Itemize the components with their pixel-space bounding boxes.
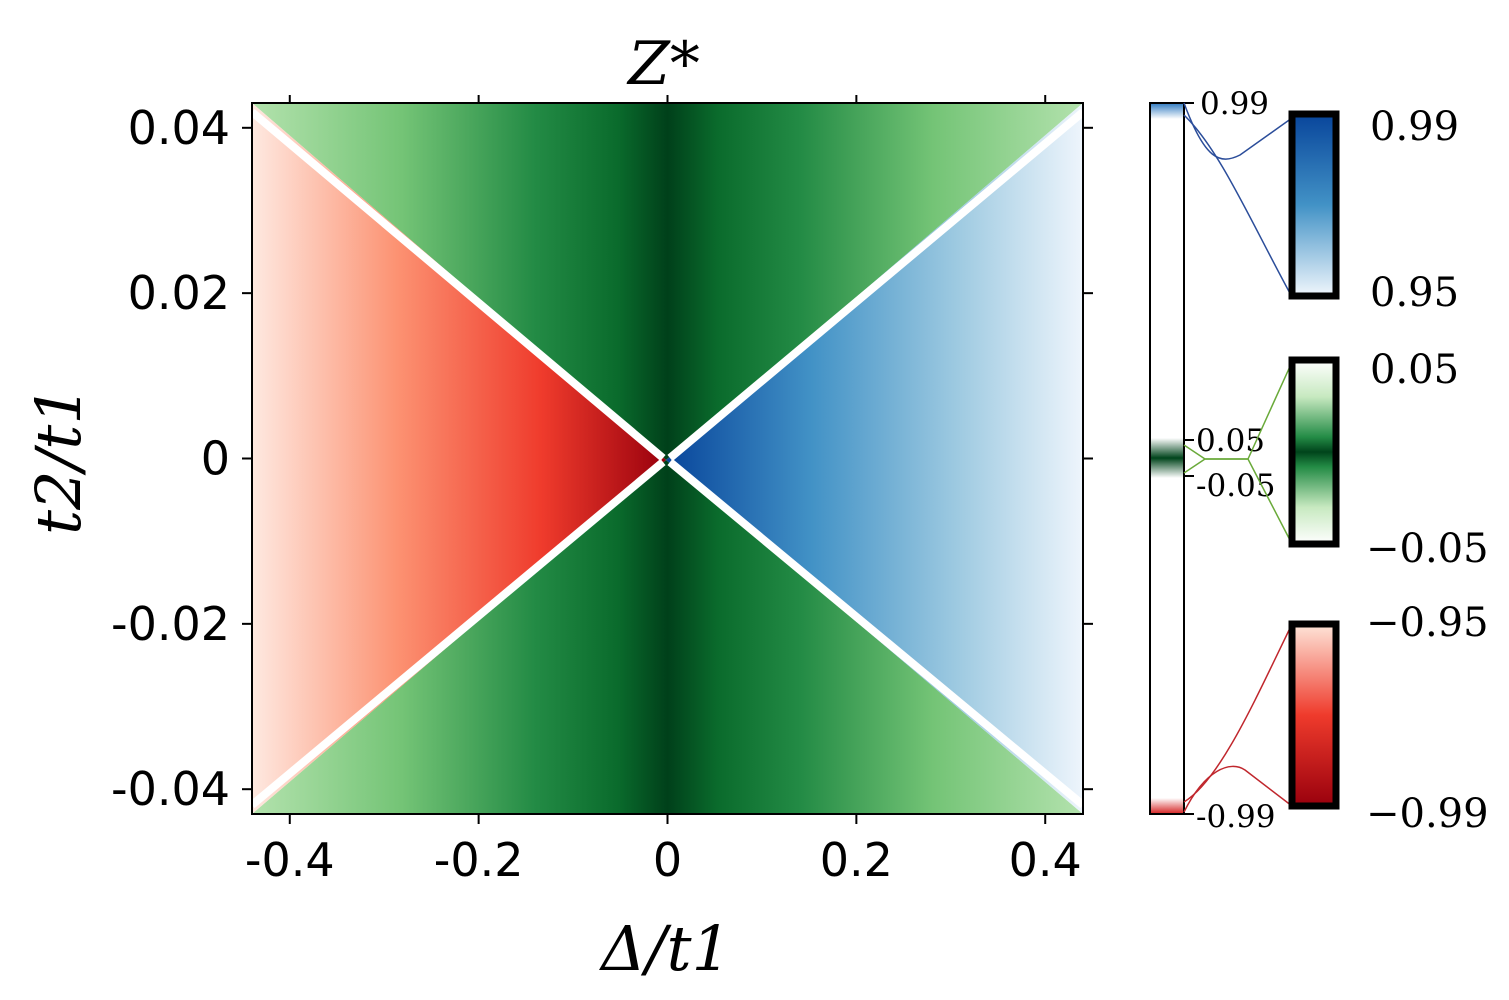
y-axis-label: t2/t1 (22, 385, 95, 535)
red-connector (1183, 765, 1293, 813)
zoom-connectors (1183, 102, 1293, 813)
left-red-region (252, 103, 666, 814)
blue-connector (1183, 114, 1293, 298)
y-axis-ticks: 0.04 0.02 0 -0.02 -0.04 (111, 101, 1093, 816)
zoom-colorbar-green: 0.05 −0.05 (1288, 347, 1489, 572)
x-axis-ticks: -0.4 -0.2 0 0.2 0.4 (245, 95, 1082, 887)
boundary-line (249, 458, 666, 809)
top-green-region (252, 103, 1083, 460)
y-tick-label: 0.04 (128, 101, 230, 155)
boundary-line (667, 108, 1086, 462)
right-blue-region (666, 103, 1083, 814)
main-colorbar-label-top: 0.99 (1200, 86, 1269, 122)
main-colorbar-label-bottom: -0.99 (1196, 799, 1276, 835)
zoom-red-label-top: −0.95 (1366, 600, 1489, 646)
main-colorbar-label-upper-mid: 0.05 (1196, 423, 1265, 459)
y-tick-label: -0.02 (111, 597, 230, 651)
y-tick-label: -0.04 (111, 762, 230, 816)
main-colorbar-green-segment (1150, 438, 1184, 478)
x-tick-label: 0.2 (820, 833, 893, 887)
main-colorbar-frame (1149, 102, 1185, 815)
zoom-blue-label-bottom: 0.95 (1370, 270, 1459, 316)
heatmap-plot (249, 102, 1086, 815)
zoom-colorbar-red: −0.95 −0.99 (1288, 600, 1489, 837)
main-colorbar: 0.99 0.05 -0.05 -0.99 (1149, 86, 1276, 835)
main-colorbar-blue-segment (1150, 103, 1184, 119)
zoom-colorbar-blue: 0.99 0.95 (1288, 104, 1459, 316)
boundary-line (667, 458, 1086, 809)
x-tick-label: -0.2 (434, 833, 524, 887)
bottom-green-region (252, 460, 1083, 814)
zoom-blue-label-top: 0.99 (1370, 104, 1459, 150)
green-connector (1183, 458, 1293, 545)
red-connector (1183, 623, 1293, 803)
y-tick-label: 0 (201, 432, 230, 486)
zoom-green-label-top: 0.05 (1370, 347, 1459, 393)
x-axis-label: Δ/t1 (599, 912, 731, 985)
chart-title: Z* (626, 29, 700, 99)
x-tick-label: 0.4 (1009, 833, 1082, 887)
main-colorbar-red-segment (1150, 798, 1184, 814)
boundary-line (249, 108, 666, 462)
y-tick-label: 0.02 (128, 266, 230, 320)
x-tick-label: 0 (653, 833, 682, 887)
x-tick-label: -0.4 (245, 833, 335, 887)
zoom-red-label-bottom: −0.99 (1366, 791, 1489, 837)
zoom-green-label-bottom: −0.05 (1366, 526, 1489, 572)
main-colorbar-label-lower-mid: -0.05 (1196, 468, 1276, 504)
